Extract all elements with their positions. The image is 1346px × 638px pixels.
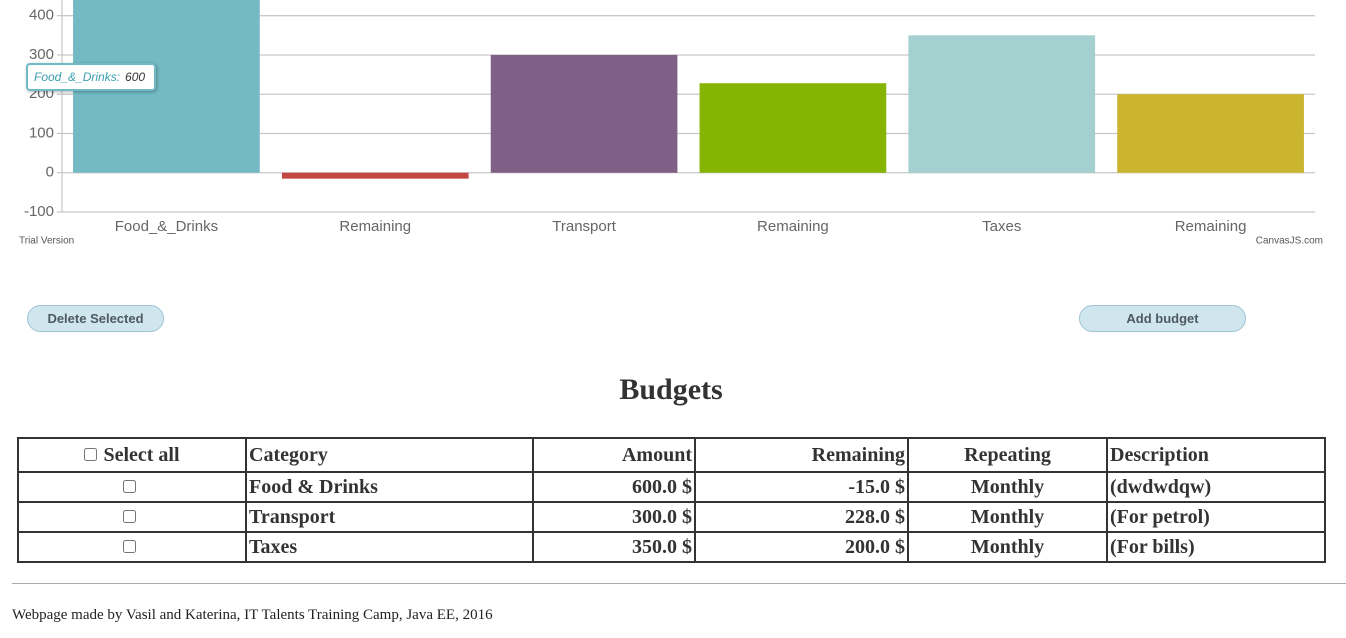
table-cell: (For petrol) — [1106, 501, 1326, 533]
header-text: Category — [249, 443, 328, 466]
table-row: Food & Drinks 600.0 $ -15.0 $ Monthly (dwdwd… — [17, 471, 1326, 503]
table-cell: (For bills) — [1106, 531, 1326, 563]
header-text: Description — [1110, 443, 1209, 466]
x-tick-label: Taxes — [982, 218, 1021, 235]
table-cell: Taxes — [245, 531, 534, 563]
table-cell: Food & Drinks — [245, 471, 534, 503]
table-row: Taxes 350.0 $200.0 $ Monthly (For bills) — [17, 531, 1326, 563]
header-text: Remaining — [811, 443, 905, 466]
y-tick-label: 0 — [46, 164, 54, 181]
tooltip-value: 600 — [125, 70, 146, 84]
bar — [490, 54, 678, 173]
bar — [281, 172, 469, 179]
y-tick-label: 400 — [29, 7, 54, 24]
x-tick-label: Transport — [552, 218, 616, 235]
y-tick-label: -100 — [24, 203, 54, 220]
add-button[interactable]: Add budget — [1079, 305, 1246, 332]
header-cell: Remaining — [694, 437, 909, 473]
table-cell: 600.0 $ — [532, 471, 696, 503]
watermark: CanvasJS.com — [1256, 236, 1323, 247]
select-cell — [17, 501, 247, 533]
header-cell: Amount — [532, 437, 696, 473]
chart: Trial Version CanvasJS.com -100010020030… — [19, 0, 1323, 247]
table-cell: Transport — [245, 501, 534, 533]
separator — [12, 583, 1346, 584]
table-cell: Monthly — [907, 501, 1108, 533]
table-cell: Monthly — [907, 471, 1108, 503]
x-tick-label: Food_&_Drinks — [115, 218, 218, 235]
x-tick-label: Remaining — [339, 218, 411, 235]
checkbox[interactable] — [122, 479, 136, 493]
header-cell: Category — [245, 437, 534, 473]
y-tick-label: 100 — [29, 124, 54, 141]
checkbox[interactable] — [122, 509, 136, 523]
budgets-table: Select all Category Amount Remaining Repeati… — [17, 437, 1326, 563]
tooltip: Food_&_Drinks: 600 — [26, 63, 156, 91]
table-cell: 350.0 $ — [532, 531, 696, 563]
table-cell: (dwdwdqw) — [1106, 471, 1326, 503]
checkbox[interactable] — [84, 447, 98, 461]
y-tick-label: 300 — [29, 46, 54, 63]
header-cell: Select all — [17, 437, 247, 473]
watermark: Trial Version — [19, 236, 74, 247]
table-cell: 228.0 $ — [694, 501, 909, 533]
heading: Budgets — [619, 373, 723, 406]
select-cell — [17, 531, 247, 563]
select-cell — [17, 471, 247, 503]
checkbox[interactable] — [122, 539, 136, 553]
table-row: Transport 300.0 $228.0 $ Monthly (For petro… — [17, 501, 1326, 533]
bar — [1117, 94, 1304, 173]
table-cell: 200.0 $ — [694, 531, 909, 563]
bar — [908, 35, 1096, 173]
table-cell: -15.0 $ — [694, 471, 909, 503]
bar — [699, 83, 887, 173]
table-cell: Monthly — [907, 531, 1108, 563]
x-tick-label: Remaining — [757, 218, 829, 235]
header-cell: Description — [1106, 437, 1326, 473]
header-text: Select all — [103, 443, 180, 466]
header-cell: Repeating — [907, 437, 1108, 473]
x-tick-label: Remaining — [1175, 218, 1247, 235]
table-cell: 300.0 $ — [532, 501, 696, 533]
header-text: Repeating — [964, 443, 1051, 466]
tooltip-name: Food_&_Drinks: — [34, 70, 121, 84]
footer: Webpage made by Vasil and Katerina, IT T… — [12, 607, 493, 623]
delete-button[interactable]: Delete Selected — [27, 305, 164, 332]
header-text: Amount — [621, 443, 692, 466]
